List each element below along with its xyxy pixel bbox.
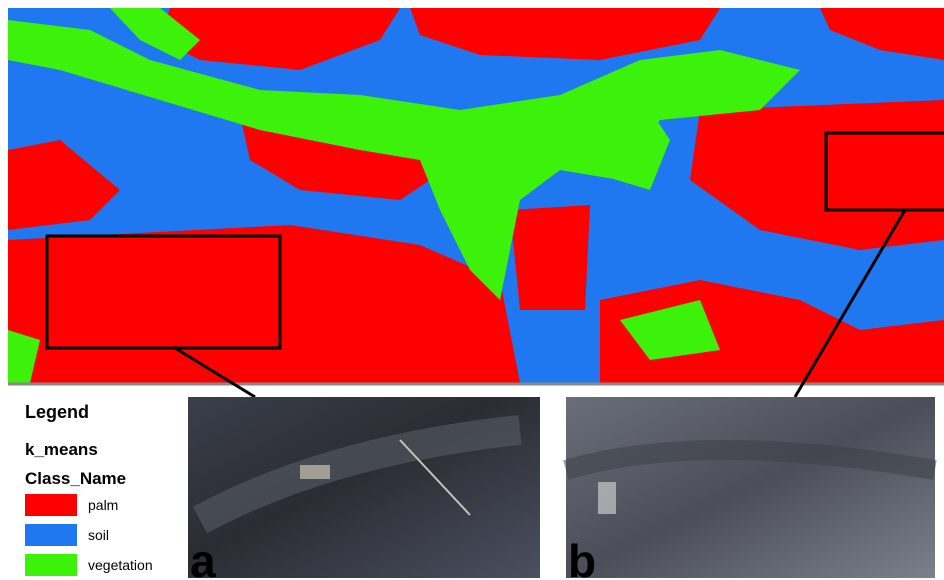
inset-label: a (190, 535, 216, 580)
legend-label: soil (88, 527, 109, 543)
legend-label: palm (88, 497, 118, 513)
classified-map (8, 8, 944, 383)
legend-swatch (25, 554, 77, 576)
legend-swatch (25, 494, 77, 516)
legend-field: Class_Name (25, 469, 126, 488)
legend-label: vegetation (88, 557, 153, 573)
inset-texture (598, 482, 616, 514)
page: a b Legend k_means Class_Name palm soil ve… (0, 0, 944, 580)
inset-label: b (568, 535, 596, 580)
legend-swatch (25, 524, 77, 546)
inset-texture (300, 465, 330, 479)
legend-layer: k_means (25, 440, 98, 459)
map-palm (510, 205, 590, 310)
inset-image-b (566, 397, 935, 578)
legend-title: Legend (25, 402, 89, 422)
